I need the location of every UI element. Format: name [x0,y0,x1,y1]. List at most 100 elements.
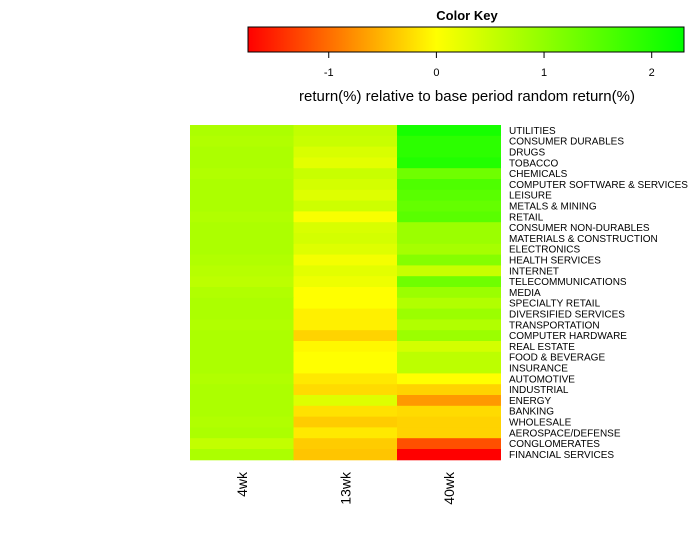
heatmap-cell [190,341,294,353]
heatmap-cell [397,125,501,137]
heatmap-cell [397,243,501,256]
column-label: 13wk [337,471,353,505]
heatmap-cell [397,319,501,331]
row-label: RETAIL [509,212,544,223]
row-label: REAL ESTATE [509,342,575,353]
row-label: LEISURE [509,191,552,202]
heatmap-cell [293,297,398,310]
heatmap-cell [190,157,294,169]
heatmap-cell [397,341,501,353]
heatmap-cells [190,125,501,461]
heatmap-cell [293,189,398,202]
row-label: CONSUMER NON-DURABLES [509,223,650,234]
heatmap-cell [190,135,294,148]
heatmap-cell [293,146,398,158]
row-label: BANKING [509,407,554,418]
color-key-title: Color Key [436,8,498,23]
heatmap-cell [293,125,398,137]
heatmap-cell [190,125,294,137]
heatmap-cell [190,405,294,418]
row-label: DIVERSIFIED SERVICES [509,310,625,321]
heatmap-cell [190,189,294,202]
heatmap-cell [293,373,398,385]
row-label: MEDIA [509,288,541,299]
heatmap-cell [397,362,501,374]
heatmap-cell [293,427,398,439]
heatmap-cell [190,351,294,364]
heatmap-cell [190,211,294,223]
heatmap-cell [397,254,501,266]
heatmap-cell [190,179,294,191]
heatmap-cell [293,254,398,266]
heatmap-cell [190,287,294,299]
heatmap-cell [293,211,398,223]
heatmap-cell [293,200,398,212]
color-key-bar [247,26,685,53]
heatmap-cell [397,146,501,158]
heatmap-cell [293,449,398,461]
heatmap-cell [293,319,398,331]
heatmap-cell [293,341,398,353]
row-label: CONGLOMERATES [509,439,600,450]
row-label: COMPUTER HARDWARE [509,331,627,342]
heatmap-cell [190,427,294,439]
heatmap-cell [293,168,398,180]
heatmap-cell [397,449,501,461]
row-label: AUTOMOTIVE [509,374,575,385]
heatmap-cell [293,384,398,396]
row-label: INTERNET [509,266,559,277]
heatmap-cell [293,135,398,148]
heatmap-cell [190,416,294,428]
heatmap-cell [397,427,501,439]
heatmap-cell [397,384,501,396]
heatmap-cell [293,405,398,418]
heatmap-cell [190,449,294,461]
heatmap-cell [397,222,501,234]
row-label: INSURANCE [509,364,568,375]
heatmap-cell [397,168,501,180]
heatmap-cell [397,135,501,148]
row-label: DRUGS [509,148,545,159]
color-key-ticks: -1 0 1 2 [324,52,655,79]
heatmap-cell [190,233,294,245]
heatmap-cell [293,330,398,342]
heatmap-cell [293,276,398,288]
row-label: AEROSPACE/DEFENSE [509,428,621,439]
column-labels: 4wk 13wk 40wk [234,471,457,505]
heatmap-cell [293,308,398,320]
row-label: ENERGY [509,396,552,407]
heatmap-cell [190,243,294,256]
heatmap-cell [190,395,294,407]
color-key: Color Key -1 0 1 2 return(%) relative to ba… [247,8,685,105]
row-label: METALS & MINING [509,202,597,213]
heatmap-cell [397,265,501,277]
heatmap-cell [397,179,501,191]
heatmap-cell [397,416,501,428]
color-key-tick-label: -1 [324,67,334,79]
row-label: CONSUMER DURABLES [509,137,624,148]
row-label: FOOD & BEVERAGE [509,353,605,364]
color-key-tick-label: 0 [433,67,439,79]
heatmap-cell [397,157,501,169]
heatmap-cell [293,287,398,299]
heatmap-cell [397,200,501,212]
heatmap-cell [397,308,501,320]
heatmap-cell [293,222,398,234]
row-label: TOBACCO [509,158,558,169]
heatmap-cell [190,297,294,310]
row-label: WHOLESALE [509,418,572,429]
heatmap-cell [190,308,294,320]
heatmap-cell [397,395,501,407]
heatmap-cell [190,438,294,450]
heatmap-cell [397,211,501,223]
heatmap-cell [293,243,398,256]
row-label: HEALTH SERVICES [509,256,601,267]
heatmap-cell [190,254,294,266]
color-key-tick-label: 2 [649,67,655,79]
heatmap-cell [190,384,294,396]
heatmap-cell [293,179,398,191]
row-label: FINANCIAL SERVICES [509,450,614,461]
heatmap-cell [397,233,501,245]
row-label: TELECOMMUNICATIONS [509,277,627,288]
